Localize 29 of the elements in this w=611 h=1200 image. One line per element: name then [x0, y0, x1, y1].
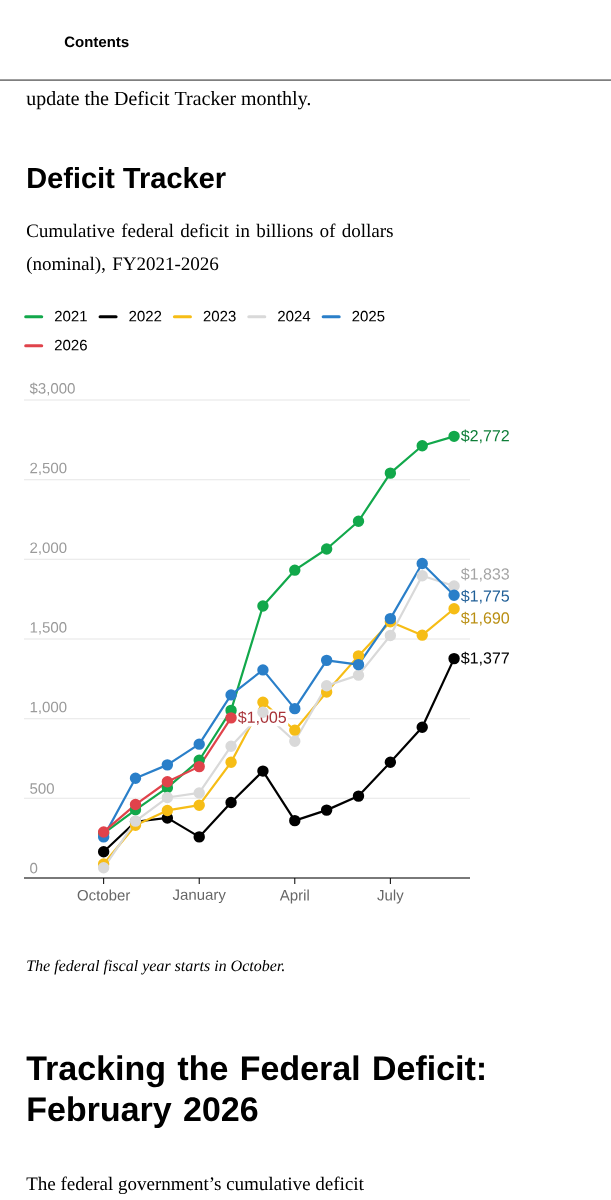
chart-title: Deficit Tracker: [28, 166, 226, 189]
text: The federal fiscal year starts in October.: [27, 959, 284, 975]
x-tick-label: July: [377, 889, 404, 904]
legend-label: 2024: [278, 310, 311, 322]
y-tick-label: 2,000: [30, 542, 67, 555]
data-label: $1,775: [460, 589, 510, 604]
legend-label: 2021: [54, 310, 87, 322]
text: Tracking the Federal Deficit: February 2026: [26, 1055, 484, 1129]
data-label: $2,772: [460, 429, 509, 444]
y-tick-label: 2,500: [30, 462, 67, 476]
y-tick-label: 1,000: [30, 701, 67, 715]
x-tick-label: April: [279, 889, 309, 904]
x-tick-label: October: [77, 889, 131, 901]
y-tick-label: 1,500: [30, 622, 67, 635]
chart-subtitle: Cumulative federal deficit in billions of dollars (nominal), FY2021-2026: [26, 223, 393, 275]
x-tick-label: January: [172, 889, 226, 903]
data-label: $1,690: [460, 611, 510, 626]
legend-label: 2025: [352, 310, 385, 322]
text: The federal government’s cumulative deficit: [26, 1176, 364, 1195]
legend-label: 2022: [129, 310, 162, 322]
data-label: $1,377: [460, 651, 509, 666]
y-tick-label: $3,000: [29, 382, 75, 396]
y-tick-label: 0: [30, 862, 38, 874]
legend-label: 2026: [54, 339, 87, 351]
legend-label: 2023: [203, 310, 236, 322]
text: update the Deficit Tracker monthly.: [26, 90, 311, 110]
text: Contents: [64, 36, 129, 48]
data-label: $1,833: [460, 567, 509, 582]
y-tick-label: 500: [30, 783, 54, 794]
